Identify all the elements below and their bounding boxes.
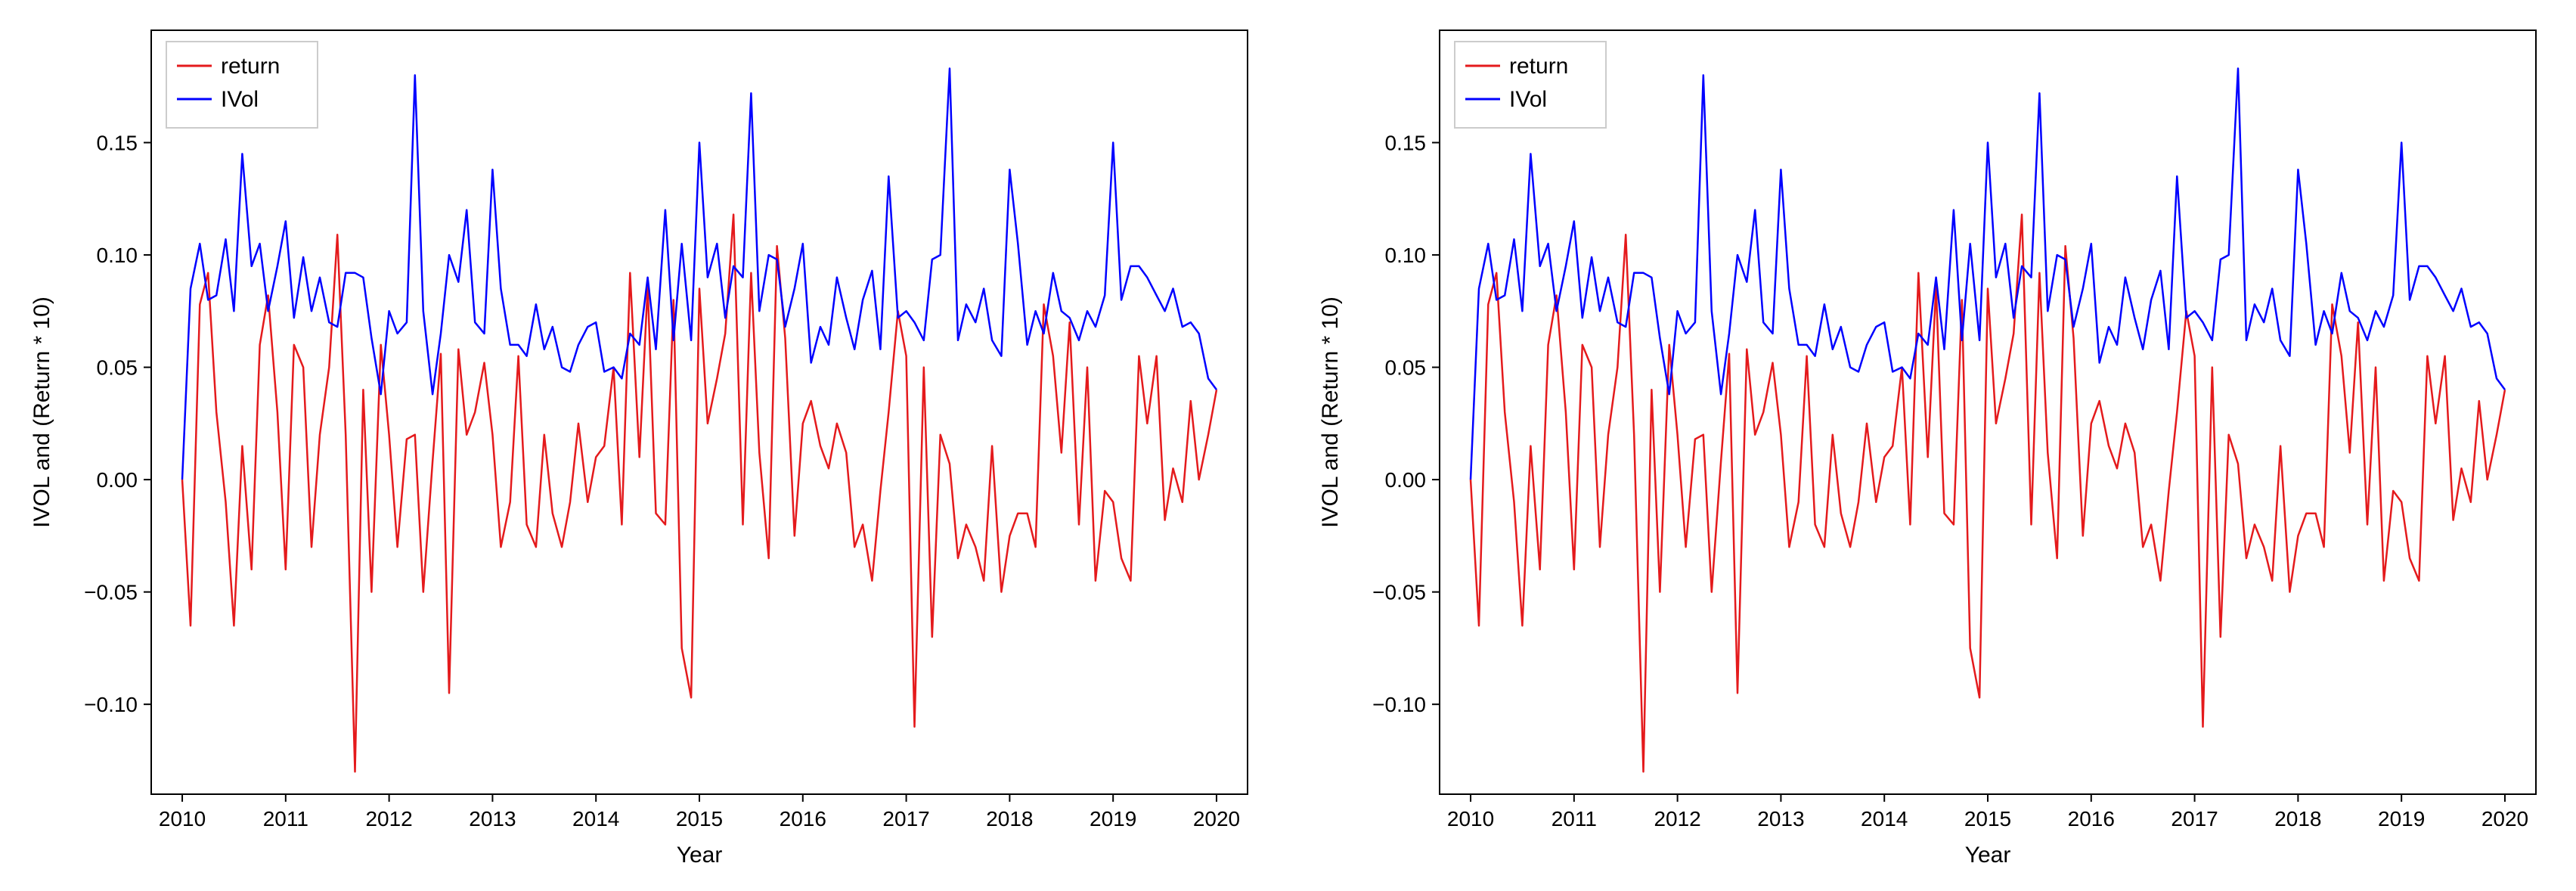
chart-svg-right: 2010 2011 2012 2013 2014 2015 2016 2017 2018 2019… bbox=[1288, 0, 2576, 891]
x-tick-label: 2013 bbox=[469, 807, 516, 830]
y-tick-label: −0.10 bbox=[84, 693, 138, 716]
x-tick-label: 2012 bbox=[365, 807, 412, 830]
legend-label-IVol: IVol bbox=[221, 87, 259, 112]
y-tick-label: 0.05 bbox=[1384, 356, 1426, 380]
y-axis-label: IVOL and (Return * 10) bbox=[1318, 296, 1343, 528]
series-return bbox=[182, 215, 1217, 772]
y-tick-label: 0.10 bbox=[97, 244, 138, 267]
y-tick-label: −0.05 bbox=[84, 581, 138, 604]
x-tick-label: 2019 bbox=[1090, 807, 1136, 830]
chart-container: 2010 2011 2012 2013 2014 2015 2016 2017 2018 2019… bbox=[0, 0, 2576, 891]
chart-svg-left: 2010 2011 2012 2013 2014 2015 2016 2017 2018 2019… bbox=[0, 0, 1288, 891]
y-tick-label: −0.10 bbox=[1372, 693, 1426, 716]
x-tick-label: 2014 bbox=[572, 807, 619, 830]
series-IVol bbox=[182, 69, 1217, 480]
x-tick-label: 2017 bbox=[882, 807, 929, 830]
x-tick-label: 2012 bbox=[1654, 807, 1700, 830]
x-tick-label: 2011 bbox=[1551, 807, 1596, 830]
x-tick-label: 2015 bbox=[676, 807, 723, 830]
x-tick-label: 2020 bbox=[2481, 807, 2528, 830]
x-tick-label: 2017 bbox=[2171, 807, 2218, 830]
y-tick-label: 0.00 bbox=[97, 468, 138, 492]
x-tick-label: 2010 bbox=[159, 807, 206, 830]
y-axis-label: IVOL and (Return * 10) bbox=[29, 296, 54, 528]
x-axis-label: Year bbox=[1964, 843, 2010, 868]
legend-label-return: return bbox=[221, 54, 280, 79]
x-tick-label: 2019 bbox=[2378, 807, 2425, 830]
x-tick-label: 2010 bbox=[1446, 807, 1493, 830]
x-tick-label: 2020 bbox=[1193, 807, 1240, 830]
y-tick-label: 0.10 bbox=[1384, 244, 1426, 267]
series-IVol bbox=[1471, 69, 2505, 480]
x-tick-label: 2013 bbox=[1757, 807, 1804, 830]
x-tick-label: 2018 bbox=[2274, 807, 2321, 830]
x-tick-label: 2014 bbox=[1861, 807, 1908, 830]
y-tick-label: 0.00 bbox=[1384, 468, 1426, 492]
y-tick-label: −0.05 bbox=[1372, 581, 1426, 604]
x-tick-label: 2018 bbox=[986, 807, 1033, 830]
chart-panel-right: 2010 2011 2012 2013 2014 2015 2016 2017 2018 2019… bbox=[1288, 0, 2576, 891]
legend-label-return: return bbox=[1509, 54, 1568, 79]
y-tick-label: 0.15 bbox=[97, 132, 138, 155]
x-tick-label: 2016 bbox=[780, 807, 826, 830]
x-tick-label: 2016 bbox=[2067, 807, 2114, 830]
legend-label-IVol: IVol bbox=[1509, 87, 1547, 112]
x-tick-label: 2011 bbox=[263, 807, 308, 830]
x-axis-label: Year bbox=[677, 843, 723, 868]
y-tick-label: 0.05 bbox=[97, 356, 138, 380]
y-tick-label: 0.15 bbox=[1384, 132, 1426, 155]
series-return bbox=[1471, 215, 2505, 772]
x-tick-label: 2015 bbox=[1964, 807, 2010, 830]
chart-panel-left: 2010 2011 2012 2013 2014 2015 2016 2017 2018 2019… bbox=[0, 0, 1288, 891]
